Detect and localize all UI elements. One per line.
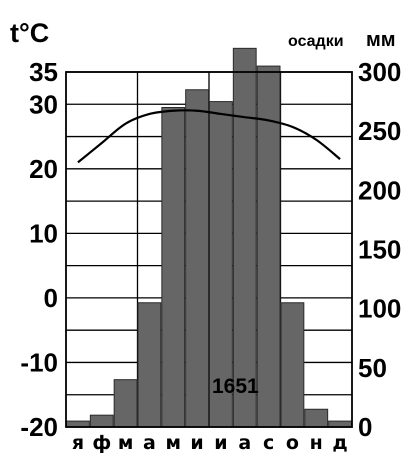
precipitation-axis-label: осадки: [288, 33, 344, 50]
month-label: м: [165, 432, 181, 454]
month-label: с: [263, 432, 274, 454]
precipitation-bar: [232, 47, 257, 428]
precipitation-unit-label: мм: [366, 29, 396, 51]
precipitation-tick-labels: 300 250 200 150 100 50 0: [358, 57, 401, 442]
month-label: а: [143, 432, 156, 454]
precipitation-bar: [113, 379, 138, 428]
month-label: я: [72, 432, 84, 454]
precipitation-bar: [89, 414, 114, 428]
month-label: и: [214, 432, 227, 454]
precipitation-tick-label: 250: [358, 116, 401, 146]
precipitation-bar: [304, 408, 329, 428]
month-label: и: [190, 432, 203, 454]
month-label: м: [118, 432, 134, 454]
temperature-axis-label: t°C: [10, 18, 49, 48]
precipitation-bar: [185, 89, 210, 428]
precipitation-tick-label: 0: [358, 412, 372, 442]
precipitation-bar: [137, 302, 162, 428]
plot-frame: [65, 71, 353, 428]
precipitation-tick-label: 150: [358, 235, 401, 265]
temperature-tick-label: 20: [29, 154, 58, 184]
month-label: д: [332, 432, 347, 454]
month-label: н: [310, 432, 323, 454]
month-label: о: [286, 432, 299, 454]
temperature-line: [77, 109, 341, 164]
precipitation-bars: [66, 47, 352, 428]
precipitation-tick-label: 50: [358, 353, 387, 383]
precipitation-tick-label: 200: [358, 175, 401, 205]
precipitation-bar: [161, 107, 186, 428]
month-label: а: [238, 432, 251, 454]
temperature-tick-label: 10: [29, 218, 58, 248]
total-precipitation-label: 1651: [212, 375, 259, 398]
precipitation-tick-label: 100: [358, 294, 401, 324]
temperature-tick-label: 35: [29, 57, 58, 87]
temperature-tick-label: -20: [20, 412, 58, 442]
temperature-tick-label: 30: [29, 89, 58, 119]
precipitation-bar: [280, 302, 305, 428]
precipitation-tick-label: 300: [358, 57, 401, 87]
month-label: ф: [92, 432, 111, 454]
temperature-tick-label: -10: [20, 347, 58, 377]
temperature-tick-label: 0: [44, 283, 58, 313]
